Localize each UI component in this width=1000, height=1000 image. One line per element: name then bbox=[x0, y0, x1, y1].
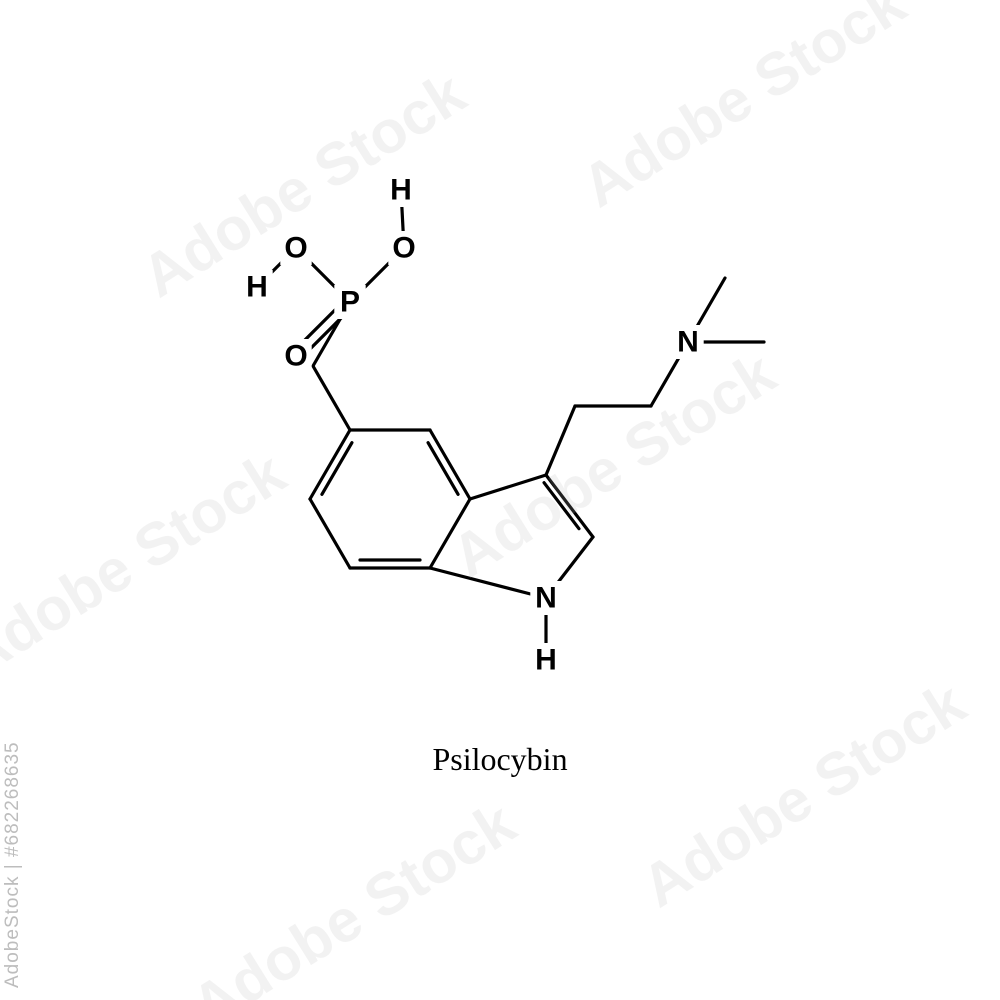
bond-line bbox=[430, 568, 532, 594]
bond-line bbox=[544, 483, 579, 529]
atom-label-N: N bbox=[535, 582, 557, 615]
atom-label-O: O bbox=[284, 232, 307, 265]
bond-line bbox=[546, 475, 593, 537]
atom-label-O: O bbox=[284, 340, 307, 373]
bond-line bbox=[695, 278, 725, 330]
bond-line bbox=[555, 537, 593, 587]
bond-line bbox=[470, 475, 546, 499]
atom-label-H: H bbox=[535, 644, 557, 677]
atom-label-P: P bbox=[340, 286, 360, 319]
bond-line bbox=[430, 430, 470, 499]
bond-line bbox=[313, 366, 350, 430]
molecule-diagram: NHNPOOHOHPsilocybin bbox=[0, 0, 1000, 1000]
bond-line bbox=[310, 430, 350, 499]
bond-line bbox=[430, 499, 470, 568]
bond-line bbox=[546, 406, 575, 475]
compound-name: Psilocybin bbox=[432, 741, 567, 777]
bond-line bbox=[310, 499, 350, 568]
atom-label-H: H bbox=[390, 174, 412, 207]
atom-label-H: H bbox=[246, 271, 268, 304]
bond-line bbox=[651, 354, 681, 406]
atom-label-N: N bbox=[677, 326, 699, 359]
atom-label-O: O bbox=[392, 232, 415, 265]
